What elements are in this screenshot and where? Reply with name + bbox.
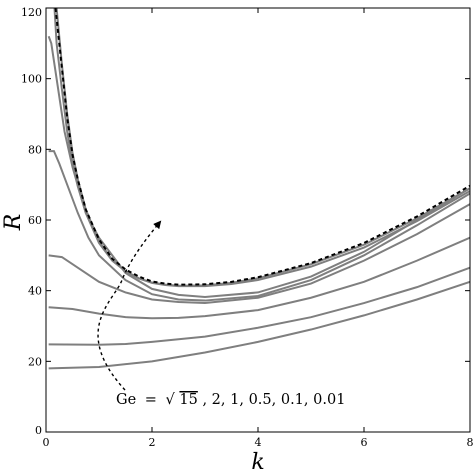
x-tick-label: 8 <box>467 436 474 449</box>
series-line-5 <box>48 266 470 346</box>
series-line-6 <box>48 280 470 370</box>
data-series-group <box>47 8 470 370</box>
x-tick-label: 0 <box>43 436 50 449</box>
x-tick-label: 4 <box>255 436 262 449</box>
x-axis-label: k <box>251 450 264 474</box>
annotation-values: , 2, 1, 0.5, 0.1, 0.01 <box>202 392 345 408</box>
y-tick-label: 0 <box>35 424 42 437</box>
y-tick-label: 100 <box>21 73 42 86</box>
plot-background <box>46 8 470 432</box>
annotation-equals: = <box>145 392 157 408</box>
series-line-2 <box>48 150 470 302</box>
series-line-9 <box>54 8 470 286</box>
y-tick-label: 20 <box>28 355 42 368</box>
y-tick-label: 120 <box>21 6 42 19</box>
annotation-radical: √ <box>166 392 176 408</box>
x-tick-label: 2 <box>149 436 156 449</box>
series-line-1 <box>47 35 470 299</box>
x-tick-label: 6 <box>361 436 368 449</box>
annotation-label: Ge = √ 15 , 2, 1, 0.5, 0.1, 0.01 <box>116 392 345 408</box>
annotation-prefix: Ge <box>116 392 136 408</box>
y-axis-label: R <box>1 214 26 232</box>
y-tick-label: 80 <box>28 143 42 156</box>
series-line-4 <box>48 236 470 320</box>
y-tick-label: 60 <box>28 214 42 227</box>
plot-frame <box>45 7 471 433</box>
series-line-3 <box>48 203 470 305</box>
y-tick-label: 40 <box>28 285 42 298</box>
annotation-radicand: 15 <box>179 392 197 408</box>
